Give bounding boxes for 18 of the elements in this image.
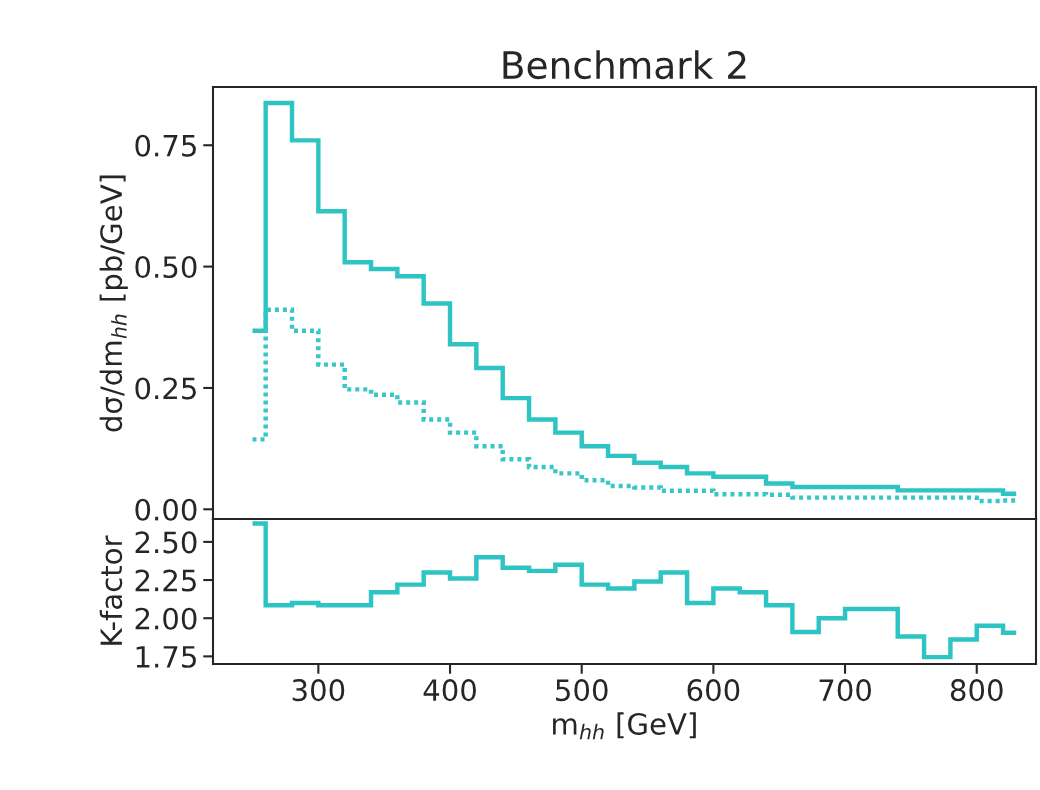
- x-tick-label: 600: [687, 679, 740, 702]
- y-axis-title: K-factor: [99, 535, 123, 645]
- y-axis-title: dσ/dm$_{hh}$ [pb/GeV]: [99, 175, 128, 432]
- x-tick-label: 700: [819, 679, 871, 702]
- y-tick-label: 0.00: [135, 498, 197, 521]
- y-tick-label: 0.25: [135, 377, 196, 400]
- x-axis-title: m$_{hh}$ [GeV]: [553, 712, 696, 740]
- x-tick-label: 500: [556, 679, 608, 702]
- y-tick-label: 2.00: [135, 607, 197, 630]
- chart-title: Benchmark 2: [503, 50, 746, 80]
- x-tick-label: 300: [292, 679, 345, 702]
- y-tick-label: 1.75: [136, 646, 196, 668]
- y-tick-label: 2.25: [135, 569, 196, 592]
- x-tick-label: 800: [950, 679, 1003, 702]
- x-tick-label: 400: [423, 679, 476, 702]
- y-tick-label: 2.50: [135, 531, 197, 554]
- y-tick-label: 0.50: [135, 256, 197, 279]
- y-tick-label: 0.75: [135, 134, 196, 157]
